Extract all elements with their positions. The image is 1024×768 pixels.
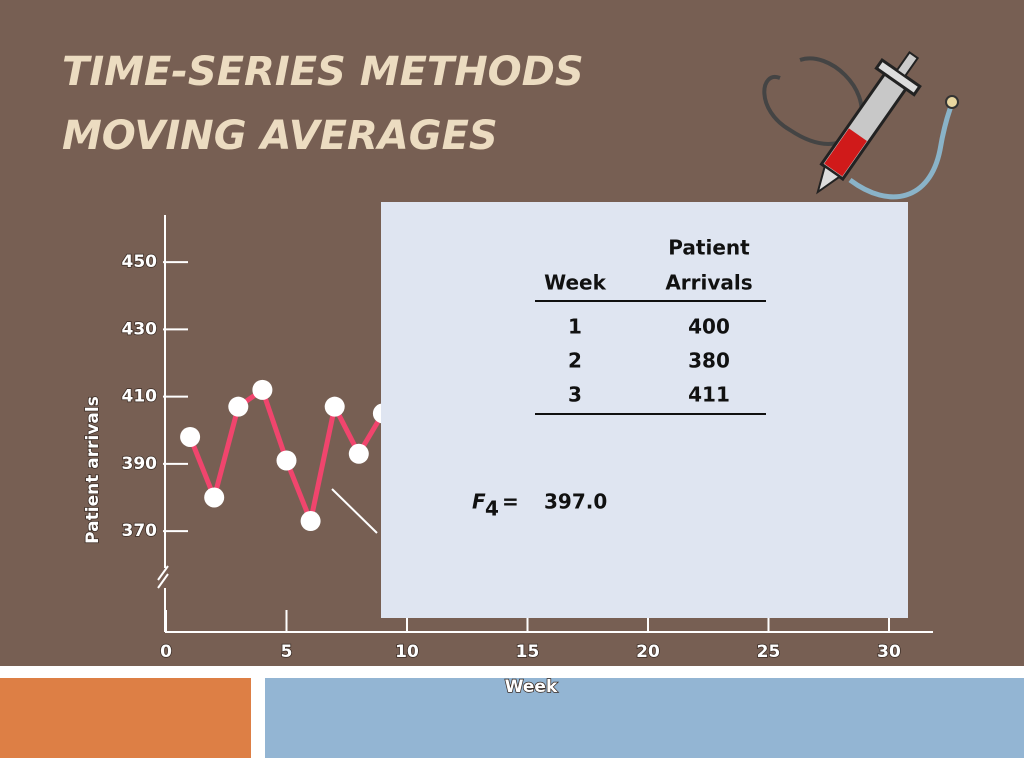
forecast-value: 397.0 <box>544 490 607 514</box>
cell: 380 <box>688 349 730 373</box>
table-panel: Patient Week Arrivals 1 400 2 380 3 411 F 4 =… <box>381 202 908 618</box>
data-point <box>300 511 321 532</box>
data-point <box>180 426 201 447</box>
data-point <box>204 487 225 508</box>
data-point <box>228 396 249 417</box>
syringe-icon <box>762 50 959 200</box>
forecast-equals: = <box>502 490 519 514</box>
data-point <box>324 396 345 417</box>
title-line: MOVING AVERAGES <box>62 113 498 159</box>
panel <box>381 202 908 618</box>
cell: 411 <box>688 383 730 407</box>
y-tick-label: 430 <box>122 319 158 339</box>
data-point <box>276 450 297 471</box>
annotation-line <box>331 488 378 534</box>
column-header: Patient <box>668 236 750 260</box>
forecast-subscript: 4 <box>485 497 499 521</box>
column-header: Arrivals <box>665 271 752 295</box>
axis-break <box>157 573 169 589</box>
cell: 1 <box>568 315 582 339</box>
forecast-symbol: F <box>472 490 486 514</box>
x-tick-label: 0 <box>160 642 172 662</box>
footer-band-blue <box>265 678 1024 758</box>
table-body: 1 400 2 380 3 411 <box>568 315 730 407</box>
cell: 400 <box>688 315 730 339</box>
y-tick-label: 410 <box>122 387 158 407</box>
y-tick-label: 390 <box>122 454 158 474</box>
x-tick-label: 30 <box>877 642 901 662</box>
title-line: TIME-SERIES METHODS <box>62 49 584 95</box>
x-tick-label: 25 <box>757 642 781 662</box>
footer-band-orange <box>0 678 251 758</box>
axis-break <box>157 565 169 581</box>
cell: 3 <box>568 383 582 407</box>
x-tick-label: 5 <box>281 642 293 662</box>
x-tick-label: 15 <box>516 642 540 662</box>
column-header: Week <box>544 271 606 295</box>
y-axis-label: Patient arrivals <box>83 396 103 544</box>
y-tick-label: 450 <box>122 252 158 272</box>
data-point <box>252 379 273 400</box>
x-tick-label: 20 <box>636 642 660 662</box>
chart: 370 390 410 430 450 0 5 10 15 20 25 30 Week Patient a… <box>82 215 933 698</box>
x-tick-label: 10 <box>395 642 419 662</box>
y-tick-label: 370 <box>122 521 158 541</box>
x-axis-label: Week <box>505 677 558 697</box>
cell: 2 <box>568 349 582 373</box>
data-point <box>348 443 369 464</box>
